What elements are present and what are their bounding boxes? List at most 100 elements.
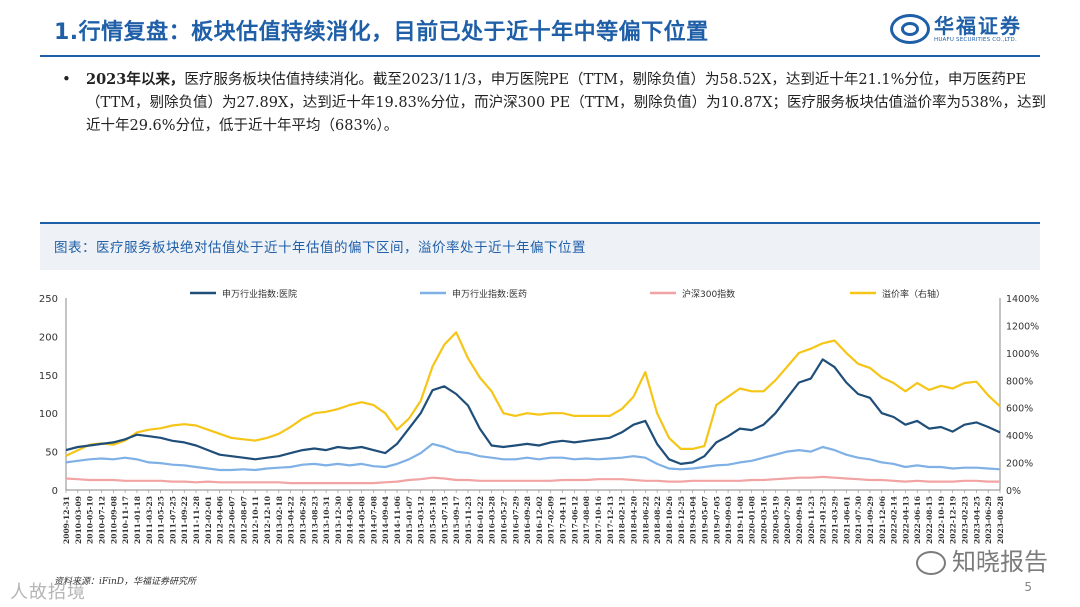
x-tick-label: 2016-09-28 [523,496,532,544]
x-tick-label: 2023-02-23 [961,496,970,544]
x-tick-label: 2011-07-25 [168,496,177,544]
series-line-1 [65,442,1001,472]
right-tick-label: 1000% [1006,349,1039,360]
x-tick-label: 2014-11-06 [393,496,402,544]
x-tick-label: 2011-03-23 [145,496,154,544]
right-tick-label: 0% [1006,486,1021,497]
watermark-right-text: 知晓报告 [952,548,1048,576]
legend-label-0: 申万行业指数:医院 [222,288,297,300]
x-tick-label: 2017-08-08 [582,496,591,544]
legend-label-3: 溢价率（右轴） [882,288,945,300]
x-tick-label: 2021-03-29 [830,496,839,544]
x-tick-label: 2017-12-13 [606,496,615,544]
x-tick-label: 2015-05-18 [429,496,438,544]
x-tick-label: 2012-06-07 [228,496,237,544]
x-tick-label: 2010-11-17 [121,496,130,544]
x-tick-label: 2023-04-25 [972,496,981,544]
x-tick-label: 2022-02-14 [890,496,899,544]
right-tick-label: 600% [1006,404,1033,415]
x-tick-label: 2022-10-19 [937,496,946,544]
legend-label-1: 申万行业指数:医药 [452,288,527,300]
watermark-right: 知晓报告 [916,542,1048,577]
x-tick-label: 2018-08-22 [653,496,662,544]
series-line-3 [65,331,1001,457]
x-tick-label: 2017-02-09 [547,496,556,544]
x-tick-label: 2020-05-19 [771,496,780,544]
x-tick-label: 2013-10-31 [322,496,331,544]
x-tick-label: 2019-11-08 [736,496,745,544]
left-tick-label: 200 [39,332,58,343]
x-tick-label: 2018-06-22 [641,496,650,544]
company-logo: 华福证券 HUAFU SECURITIES CO.,LTD. [890,10,1040,50]
x-tick-label: 2018-12-25 [677,496,686,544]
x-tick-label: 2010-05-10 [86,496,95,544]
x-tick-label: 2022-04-13 [901,496,910,544]
x-tick-label: 2019-07-05 [712,496,721,544]
summary-paragraph: 2023年以来，医疗服务板块估值持续消化。截至2023/11/3，申万医院PE（… [86,68,1046,138]
x-tick-label: 2012-08-07 [239,496,248,544]
logo-mark-icon [890,14,930,44]
x-tick-label: 2012-12-10 [263,496,272,544]
x-tick-label: 2019-03-04 [689,496,698,544]
x-tick-label: 2022-12-19 [949,496,958,544]
x-tick-label: 2015-09-17 [452,496,461,544]
x-tick-label: 2021-09-29 [866,496,875,544]
x-tick-label: 2013-02-18 [275,496,284,544]
page-title: 1.行情复盘：板块估值持续消化，目前已处于近十年中等偏下位置 [54,20,709,45]
x-tick-label: 2012-02-01 [204,496,213,544]
right-tick-label: 200% [1006,459,1033,470]
x-tick-label: 2018-02-12 [618,496,627,544]
x-tick-label: 2014-05-08 [358,496,367,544]
x-tick-label: 2016-01-22 [476,496,485,544]
x-tick-label: 2015-03-12 [417,496,426,544]
x-tick-label: 2018-10-26 [665,496,674,544]
x-tick-label: 2021-12-06 [878,496,887,544]
wechat-icon [916,551,946,575]
page-number: 5 [1024,580,1032,594]
left-tick-label: 100 [39,409,58,420]
source-note: 资料来源：iFinD，华福证券研究所 [54,577,197,587]
x-tick-label: 2016-07-29 [511,496,520,544]
x-tick-label: 2013-04-22 [287,496,296,544]
x-tick-label: 2021-07-30 [854,496,863,544]
x-tick-label: 2020-01-08 [748,496,757,544]
x-tick-label: 2015-07-15 [440,496,449,544]
series-line-2 [65,475,1000,485]
x-tick-label: 2012-10-11 [251,496,260,544]
header-rule [40,55,1040,57]
x-tick-label: 2021-06-01 [842,496,851,544]
x-tick-label: 2020-03-16 [760,496,769,544]
x-tick-label: 2016-05-27 [499,496,508,544]
x-tick-label: 2020-07-20 [783,496,792,544]
x-tick-label: 2015-01-07 [405,496,414,544]
figure-caption-band [40,222,1040,270]
right-tick-label: 1200% [1006,321,1039,332]
x-tick-label: 2014-09-04 [381,496,390,544]
x-tick-label: 2016-12-02 [535,496,544,544]
x-tick-label: 2011-01-18 [133,496,142,544]
x-tick-label: 2011-11-28 [192,496,201,544]
x-tick-label: 2022-06-16 [913,496,922,544]
x-tick-label: 2017-06-12 [570,496,579,544]
x-tick-label: 2011-09-22 [180,496,189,544]
x-tick-label: 2018-04-20 [629,496,638,544]
right-tick-label: 800% [1006,376,1033,387]
x-tick-label: 2015-11-23 [464,496,473,544]
x-tick-label: 2023-06-29 [984,496,993,544]
x-tick-label: 2021-01-23 [819,496,828,544]
logo-name: 华福证券 [934,14,1022,38]
legend-label-2: 沪深300指数 [682,288,735,300]
right-tick-label: 400% [1006,431,1033,442]
left-tick-label: 250 [39,294,58,305]
x-tick-label: 2012-04-06 [216,496,225,544]
x-tick-label: 2010-03-09 [74,496,83,544]
summary-lead: 2023年以来， [86,71,185,88]
x-tick-label: 2009-12-31 [62,496,71,544]
left-tick-label: 0 [52,486,58,497]
left-tick-label: 50 [45,448,58,459]
x-tick-label: 2011-05-25 [157,496,166,544]
x-tick-label: 2017-04-11 [559,496,568,544]
x-tick-label: 2010-07-12 [97,496,106,544]
x-tick-label: 2023-08-28 [996,496,1005,544]
